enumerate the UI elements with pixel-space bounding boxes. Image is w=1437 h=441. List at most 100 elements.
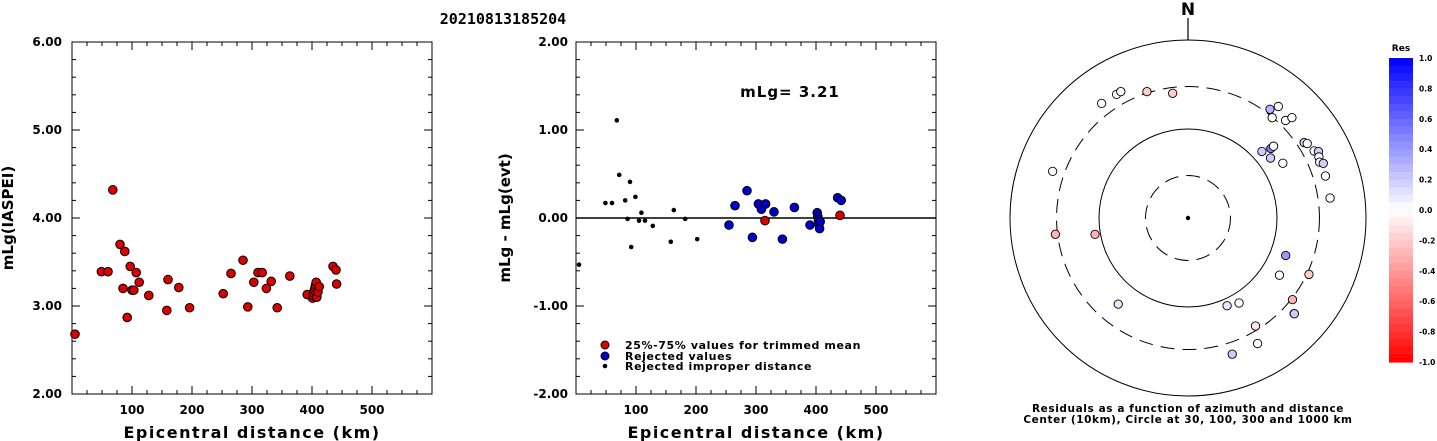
colorbar-cell [1389,339,1413,348]
colorbar-tick-label: -0.4 [1419,267,1435,276]
distance-ring-1000km [1009,39,1367,397]
y-tick-label: 4.00 [32,211,62,225]
legend-label: Rejected values [625,350,732,363]
colorbar-cell [1389,225,1413,234]
y-axis-label: mLg(IASPEI) [0,166,17,270]
colorbar-cell [1389,80,1413,89]
colorbar-cell [1389,96,1413,105]
data-point [120,246,130,257]
station-point [1227,349,1237,359]
colorbar-tick-label: 0.6 [1419,115,1432,124]
epicenter-marker [1185,215,1191,221]
colorbar-gradient [1389,58,1413,363]
colorbar-tick-label: -0.2 [1419,236,1435,245]
station-point [1257,146,1267,157]
station-point [1274,270,1285,280]
station-point [1320,171,1331,181]
station-point [1234,298,1244,308]
station-point [1304,269,1314,280]
data-point [243,302,253,312]
colorbar-cell [1389,103,1413,112]
station-point [1273,101,1283,112]
residual-vs-distance-panel: 100 200 300 400 500 -2.00 -1.00 0.00 1.0… [496,35,937,441]
station-point [1250,321,1261,331]
colorbar-cell [1389,134,1413,143]
plot-frame [71,41,433,395]
x-tick-label: 200 [683,403,708,417]
colorbar-cell [1389,308,1413,317]
legend-marker-trimmed-mean [600,340,610,350]
legend-marker-improper-distance [602,363,608,369]
station-point [1116,86,1126,97]
data-point [131,267,141,278]
colorbar-tick-label: -0.6 [1419,297,1435,306]
y-tick-labels: -2.00 -1.00 0.00 1.00 2.00 [533,35,568,401]
x-tick-label: 200 [179,403,204,417]
colorbar-cell [1389,286,1413,295]
station-point [1047,166,1058,177]
data-point [639,210,644,216]
polar-caption-line-2: Center (10km), Circle at 30, 100, 300 an… [1023,414,1352,426]
station-point [1287,294,1298,305]
distance-rings [1009,39,1367,397]
colorbar-cell [1389,65,1413,74]
legend-label: 25%-75% values for trimmed mean [625,339,861,352]
axis-tick-marks [576,42,936,394]
data-point [257,267,268,278]
data-point [633,194,638,200]
station-point [1325,193,1335,203]
colorbar-cell [1389,354,1413,363]
data-point [285,271,295,281]
x-tick-label: 400 [299,403,324,417]
colorbar-cell [1389,331,1413,340]
station-point [1113,299,1123,309]
colorbar-cell [1389,240,1413,249]
x-tick-labels: 100 200 300 400 500 [623,403,888,417]
colorbar-cell [1389,255,1413,264]
data-point [760,215,770,226]
data-point [694,236,700,242]
data-point [747,232,758,243]
station-point [1287,112,1297,123]
colorbar-cell [1389,58,1413,67]
station-point [1289,309,1299,319]
colorbar-cell [1389,88,1413,97]
data-point [266,276,277,287]
distance-ring-30km [1145,175,1231,261]
x-tick-label: 100 [119,403,144,417]
data-point [742,185,752,196]
station-point [1265,104,1275,114]
colorbar-tick-label: 0.2 [1419,176,1432,185]
legend: 25%-75% values for trimmed mean Rejected… [600,339,861,373]
station-point [1142,86,1152,97]
data-point [682,216,688,222]
station-point [1222,301,1232,311]
x-tick-labels: 100 200 300 400 500 [119,403,384,417]
data-point [636,218,642,223]
colorbar-tick-labels: 1.0 0.8 0.6 0.4 0.2 0.0 -0.2 -0.4 -0.6 -0.8 -1.0 [1419,54,1435,367]
colorbar-cell [1389,179,1413,188]
x-tick-label: 500 [359,403,384,417]
data-point [835,210,845,221]
x-tick-label: 500 [863,403,888,417]
data-point [331,279,342,289]
data-point [249,277,259,288]
station-point [1050,229,1061,239]
azimuth-residual-polar-panel: N Residuals as a function of azimuth and… [1009,0,1367,426]
colorbar-cell [1389,202,1413,211]
colorbar-cell [1389,316,1413,325]
data-point [625,216,630,222]
colorbar-cell [1389,346,1413,355]
colorbar-title: Res [1392,44,1410,54]
data-point [576,262,582,267]
colorbar-cell [1389,118,1413,127]
colorbar-cell [1389,187,1413,196]
colorbar-cell [1389,194,1413,203]
data-point [134,277,144,288]
colorbar-cell [1389,111,1413,120]
y-tick-label: 5.00 [32,123,62,137]
data-point [628,244,634,250]
figure-title: 20210813185204 [440,10,566,28]
data-point [261,283,272,294]
x-tick-label: 300 [239,403,264,417]
